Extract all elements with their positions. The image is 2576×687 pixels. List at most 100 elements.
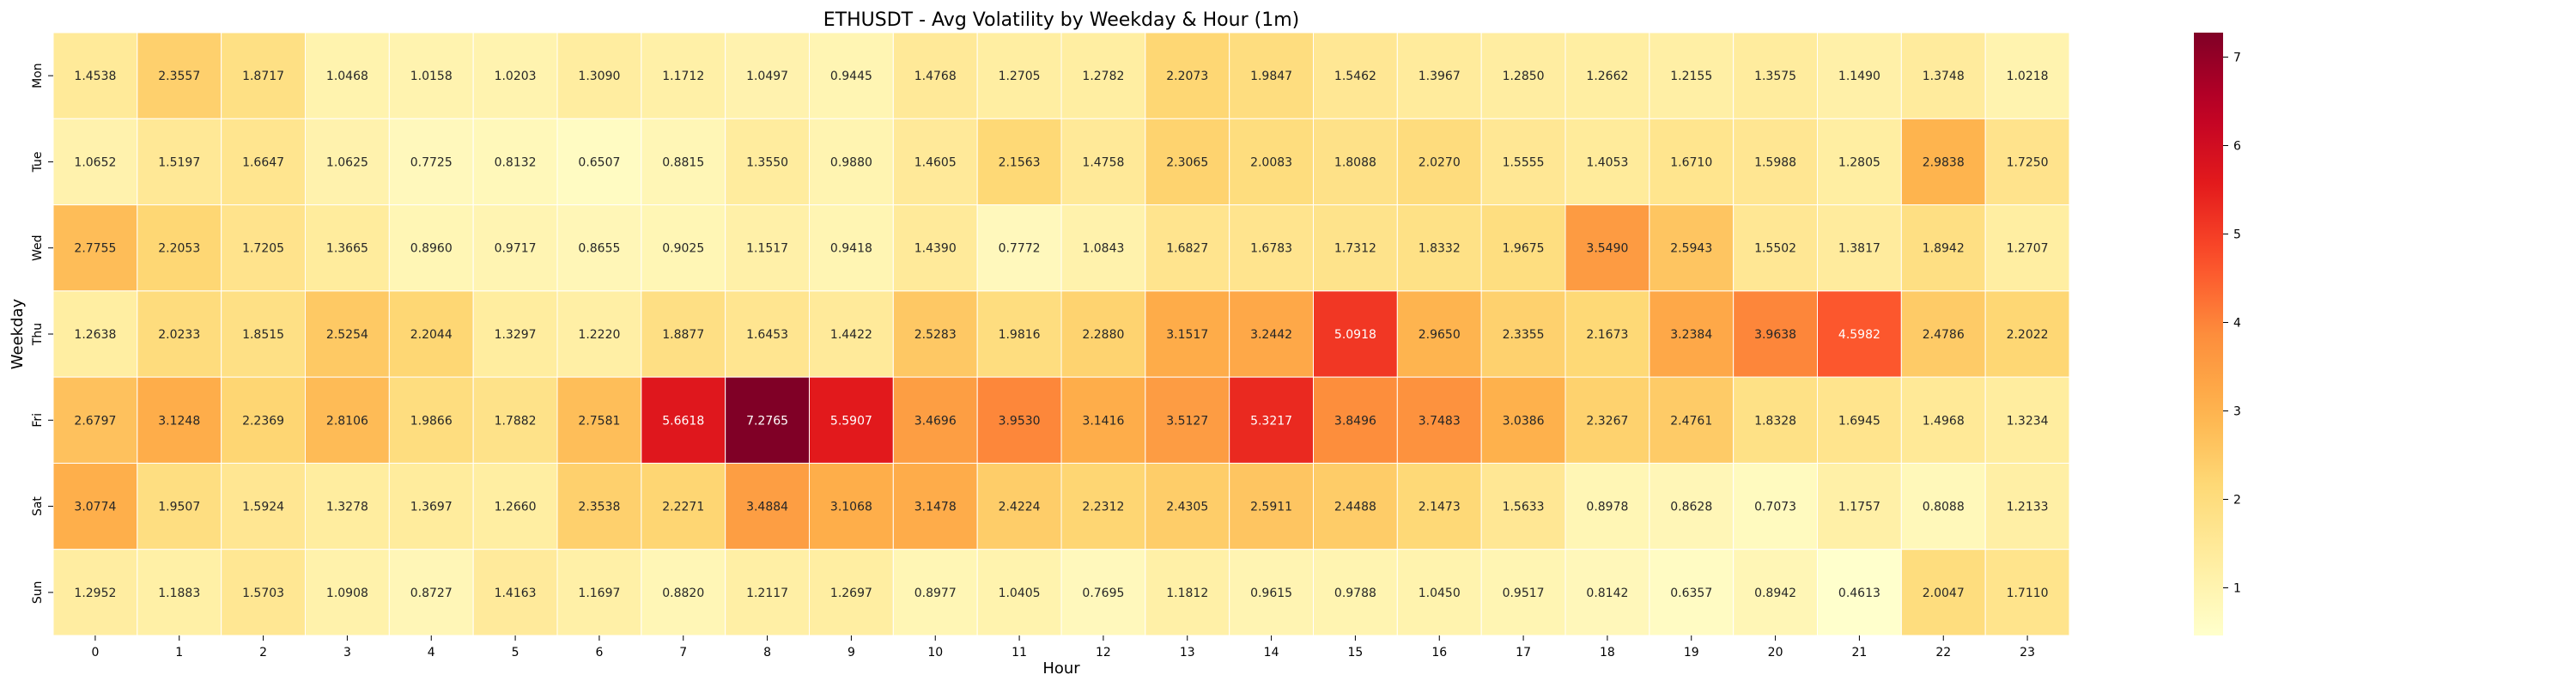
x-tick-label: 12 (1096, 646, 1111, 660)
cell-value-label: 1.3234 (2007, 414, 2049, 428)
heatmap-cell (1480, 462, 1566, 550)
heatmap-cell (1564, 290, 1650, 378)
cell-value-label: 1.4163 (495, 587, 537, 600)
x-axis-label: Hour (1042, 660, 1080, 678)
heatmap-cell (1060, 549, 1146, 636)
cell-value-label: 2.3267 (1586, 414, 1628, 428)
cell-value-label: 0.9880 (830, 155, 872, 169)
heatmap-cell (305, 376, 390, 464)
heatmap-cell (472, 376, 558, 464)
cell-value-label: 4.5982 (1838, 328, 1880, 342)
heatmap-cell (1900, 549, 1986, 636)
heatmap-cell (1817, 204, 1902, 292)
cell-value-label: 1.0497 (746, 70, 788, 83)
colorbar-tick-label: 5 (2233, 228, 2241, 241)
cell-value-label: 1.2850 (1503, 70, 1545, 83)
cell-value-label: 1.0218 (2007, 70, 2049, 83)
cell-value-label: 2.4761 (1670, 414, 1712, 428)
heatmap-cell (305, 549, 390, 636)
heatmap-cell (1564, 462, 1650, 550)
heatmap-cell (221, 118, 306, 206)
heatmap-cell (472, 204, 558, 292)
x-tick-label: 14 (1264, 646, 1279, 660)
cell-value-label: 1.0652 (74, 155, 116, 169)
heatmap-cell (305, 32, 390, 119)
heatmap-cell (725, 376, 811, 464)
cell-value-label: 1.2220 (578, 328, 620, 342)
y-tick-label: Tue (31, 151, 45, 173)
heatmap-cell (1900, 290, 1986, 378)
x-tick-label: 4 (428, 646, 435, 660)
heatmap-cell (1900, 118, 1986, 206)
cell-value-label: 1.8515 (242, 328, 284, 342)
cell-value-label: 2.4224 (999, 501, 1041, 514)
cell-value-label: 1.8088 (1334, 155, 1376, 169)
cell-value-label: 1.3697 (410, 501, 453, 514)
cell-value-label: 1.0843 (1082, 242, 1124, 256)
heatmap-cell (556, 549, 642, 636)
cell-value-label: 1.4422 (830, 328, 872, 342)
cell-value-label: 1.3297 (495, 328, 537, 342)
y-tick-label: Mon (31, 63, 45, 88)
heatmap-cell (52, 462, 138, 550)
colorbar: 1 2 3 4 5 6 7 (2194, 33, 2241, 635)
cell-value-label: 2.6797 (74, 414, 116, 428)
heatmap-cell (1060, 32, 1146, 119)
heatmap-cell (556, 376, 642, 464)
heatmap-cell (1817, 376, 1902, 464)
heatmap-cell (809, 376, 894, 464)
heatmap-cell (1817, 290, 1902, 378)
cell-value-label: 0.8727 (410, 587, 453, 600)
heatmap-cell (1900, 376, 1986, 464)
cell-value-label: 1.2133 (2007, 501, 2049, 514)
heatmap-cell (472, 549, 558, 636)
cell-value-label: 2.5943 (1670, 242, 1712, 256)
heatmap-cell (1396, 549, 1482, 636)
x-tick-label: 13 (1180, 646, 1195, 660)
heatmap-cell (809, 32, 894, 119)
cell-value-label: 3.1416 (1082, 414, 1124, 428)
cell-value-label: 0.8628 (1670, 501, 1712, 514)
cell-value-label: 2.3065 (1166, 155, 1208, 169)
x-tick-label: 11 (1012, 646, 1027, 660)
heatmap-cell (1145, 32, 1230, 119)
heatmap-cell (1733, 462, 1818, 550)
y-axis-label: Weekday (9, 298, 27, 369)
heatmap-cell (221, 204, 306, 292)
cell-value-label: 1.6710 (1670, 155, 1712, 169)
cell-value-label: 2.2073 (1166, 70, 1208, 83)
colorbar-tick-label: 1 (2233, 582, 2241, 596)
heatmap-cell (1649, 290, 1735, 378)
cell-value-label: 1.5462 (1334, 70, 1376, 83)
heatmap-cell (52, 32, 138, 119)
cell-value-label: 1.1697 (578, 587, 620, 600)
heatmap-cell (1229, 376, 1314, 464)
cell-value-label: 1.1812 (1166, 587, 1208, 600)
cell-value-label: 1.2805 (1838, 155, 1880, 169)
heatmap-cell (1145, 549, 1230, 636)
heatmap-cell (221, 290, 306, 378)
cell-value-label: 1.9507 (158, 501, 200, 514)
x-tick-label: 21 (1852, 646, 1868, 660)
cell-value-label: 1.7312 (1334, 242, 1376, 256)
heatmap-cell (892, 290, 978, 378)
cell-value-label: 3.4696 (914, 414, 957, 428)
cell-value-label: 1.3550 (746, 155, 788, 169)
heatmap-cell (1900, 32, 1986, 119)
heatmap-cell (976, 290, 1062, 378)
cell-value-label: 0.8960 (410, 242, 453, 256)
cell-value-label: 2.1473 (1419, 501, 1461, 514)
cell-value-label: 1.5633 (1503, 501, 1545, 514)
cell-value-label: 0.9517 (1503, 587, 1545, 600)
heatmap-cell (725, 290, 811, 378)
heatmap-cell (1145, 376, 1230, 464)
heatmap-cell (1564, 549, 1650, 636)
heatmap-cell (472, 462, 558, 550)
heatmap-cell (388, 462, 474, 550)
cell-value-label: 1.3665 (326, 242, 368, 256)
x-tick-label: 7 (679, 646, 687, 660)
x-tick-label: 0 (91, 646, 99, 660)
heatmap-cell (1313, 32, 1398, 119)
heatmap-cell (1984, 204, 2070, 292)
x-axis-ticks: 0 1 2 3 4 5 6 7 8 9 10 11 12 13 14 15 16 17 18 19 20 21 22 23 (91, 635, 2035, 660)
